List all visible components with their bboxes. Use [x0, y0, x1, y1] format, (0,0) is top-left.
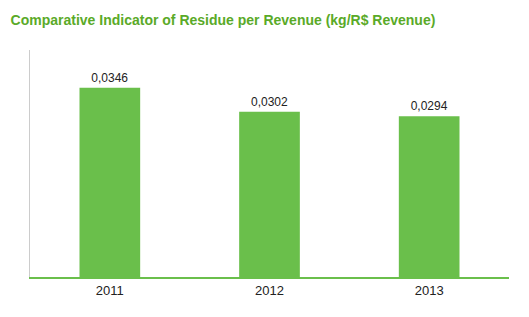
svg-text:0,0346: 0,0346 — [91, 71, 128, 85]
svg-text:0,0294: 0,0294 — [411, 99, 448, 113]
svg-text:2012: 2012 — [255, 283, 284, 298]
svg-text:Comparative Indicator of Resid: Comparative Indicator of Residue per Rev… — [11, 12, 436, 28]
svg-text:2011: 2011 — [96, 283, 124, 298]
svg-text:0,0302: 0,0302 — [251, 95, 288, 109]
svg-text:2013: 2013 — [415, 283, 444, 298]
